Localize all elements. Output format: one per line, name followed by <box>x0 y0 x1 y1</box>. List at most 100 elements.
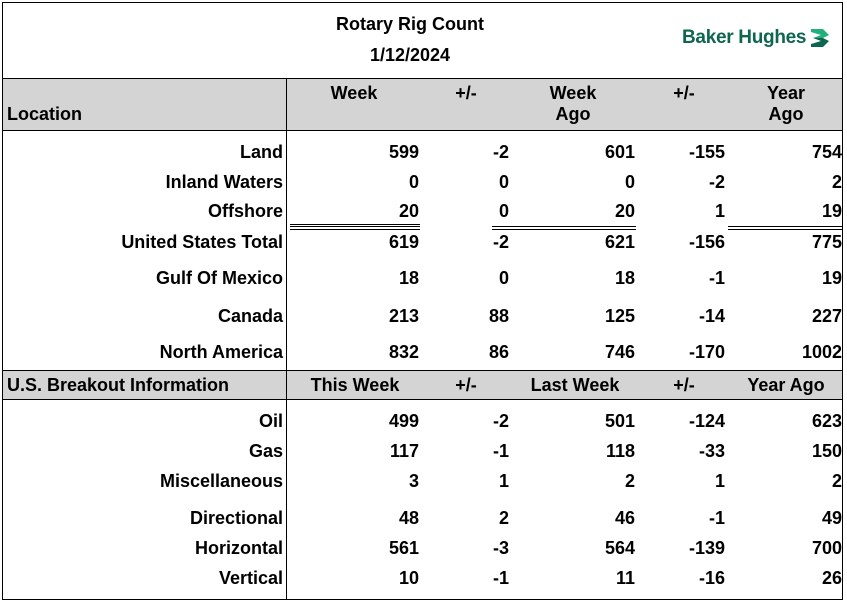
location-column-header: Location <box>7 104 82 124</box>
row-label: Gas <box>248 441 283 461</box>
cell-week-ago: 18 <box>614 268 635 288</box>
change-week-column-header: +/- <box>455 83 477 103</box>
column-divider <box>286 131 287 370</box>
row-label: Inland Waters <box>165 172 283 192</box>
row-label: Land <box>240 142 283 162</box>
row-label: Canada <box>217 306 283 326</box>
cell-chg-year: -1 <box>708 508 725 528</box>
change-week-column-header: +/- <box>455 375 477 395</box>
cell-year-ago: 754 <box>811 142 842 162</box>
cell-week-ago: 746 <box>604 342 635 362</box>
cell-year-ago: 49 <box>821 508 842 528</box>
cell-week-ago: 601 <box>604 142 635 162</box>
cell-week: 561 <box>388 538 419 558</box>
cell-year-ago: 623 <box>811 411 842 431</box>
cell-year-ago: 775 <box>811 232 842 252</box>
row-label: North America <box>159 342 283 362</box>
cell-chg-week: -1 <box>492 441 509 461</box>
week-ago-column-header-line2: Ago <box>555 104 591 124</box>
cell-year-ago: 150 <box>811 441 842 461</box>
cell-year-ago: 2 <box>831 471 842 491</box>
cell-chg-week: 0 <box>498 172 509 192</box>
cell-week-ago: 564 <box>604 538 635 558</box>
cell-week: 619 <box>388 232 419 252</box>
cell-week: 832 <box>388 342 419 362</box>
cell-week: 0 <box>408 172 419 192</box>
cell-year-ago: 19 <box>821 268 842 288</box>
cell-chg-week: 2 <box>498 508 509 528</box>
cell-week-ago: 125 <box>604 306 635 326</box>
cell-week-ago: 20 <box>614 201 635 221</box>
row-label: Gulf Of Mexico <box>155 268 283 288</box>
cell-week: 20 <box>398 201 419 221</box>
cell-chg-year: -124 <box>688 411 725 431</box>
cell-week: 117 <box>389 441 419 461</box>
cell-chg-year: -155 <box>688 142 725 162</box>
year-ago-column-header-line1: Year <box>766 83 806 103</box>
breakout-header-band <box>3 370 842 400</box>
subtotal-double-rule <box>290 226 420 230</box>
row-label: Miscellaneous <box>159 471 283 491</box>
row-label: Horizontal <box>195 538 283 558</box>
cell-week: 48 <box>398 508 419 528</box>
cell-chg-year: -16 <box>698 568 725 588</box>
year-ago-column-header: Year Ago <box>747 375 825 395</box>
cell-chg-year: -33 <box>698 441 725 461</box>
row-label: Vertical <box>218 568 283 588</box>
cell-chg-year: 1 <box>714 471 725 491</box>
change-year-column-header: +/- <box>673 83 695 103</box>
cell-year-ago: 2 <box>831 172 842 192</box>
cell-week-ago: 118 <box>605 441 635 461</box>
cell-chg-year: -1 <box>708 268 725 288</box>
baker-hughes-chevron-icon <box>811 29 830 47</box>
row-label: United States Total <box>121 232 283 252</box>
cell-chg-year: -170 <box>688 342 725 362</box>
cell-chg-week: 0 <box>498 201 509 221</box>
cell-week: 213 <box>388 306 419 326</box>
cell-chg-year: -139 <box>688 538 725 558</box>
cell-chg-week: -2 <box>492 232 509 252</box>
cell-chg-week: -1 <box>492 568 509 588</box>
row-label: Offshore <box>207 201 283 221</box>
column-divider <box>286 370 287 600</box>
cell-year-ago: 227 <box>811 306 842 326</box>
location-header-band <box>3 78 842 131</box>
subtotal-double-rule <box>492 226 636 230</box>
cell-chg-week: 1 <box>498 471 509 491</box>
row-label: Directional <box>189 508 283 528</box>
last-week-column-header: Last Week <box>530 375 620 395</box>
cell-week-ago: 0 <box>624 172 635 192</box>
cell-week: 18 <box>398 268 419 288</box>
year-ago-column-header-line2: Ago <box>768 104 804 124</box>
report-title: Rotary Rig Count <box>336 14 484 34</box>
cell-year-ago: 700 <box>811 538 842 558</box>
subtotal-double-rule <box>728 226 842 230</box>
cell-chg-year: -14 <box>698 306 725 326</box>
cell-week-ago: 2 <box>624 471 635 491</box>
cell-year-ago: 1002 <box>801 342 842 362</box>
breakout-column-header: U.S. Breakout Information <box>7 375 230 395</box>
column-divider <box>286 78 287 131</box>
cell-week: 3 <box>408 471 419 491</box>
report-date: 1/12/2024 <box>369 45 451 65</box>
baker-hughes-logo: Baker Hughes <box>682 26 831 50</box>
week-column-header: Week <box>330 83 378 103</box>
cell-week-ago: 501 <box>604 411 635 431</box>
cell-chg-week: -2 <box>492 142 509 162</box>
cell-chg-week: -3 <box>492 538 509 558</box>
cell-week-ago: 11 <box>615 568 635 588</box>
row-label: Oil <box>258 411 283 431</box>
cell-year-ago: 26 <box>821 568 842 588</box>
cell-week: 10 <box>398 568 419 588</box>
cell-week-ago: 621 <box>604 232 635 252</box>
cell-chg-week: 0 <box>498 268 509 288</box>
cell-week: 599 <box>388 142 419 162</box>
cell-chg-year: -156 <box>688 232 725 252</box>
cell-chg-year: 1 <box>714 201 725 221</box>
week-ago-column-header-line1: Week <box>549 83 597 103</box>
cell-chg-week: 88 <box>488 306 509 326</box>
cell-chg-year: -2 <box>708 172 725 192</box>
cell-week: 499 <box>388 411 419 431</box>
this-week-column-header: This Week <box>310 375 400 395</box>
cell-chg-week: -2 <box>492 411 509 431</box>
